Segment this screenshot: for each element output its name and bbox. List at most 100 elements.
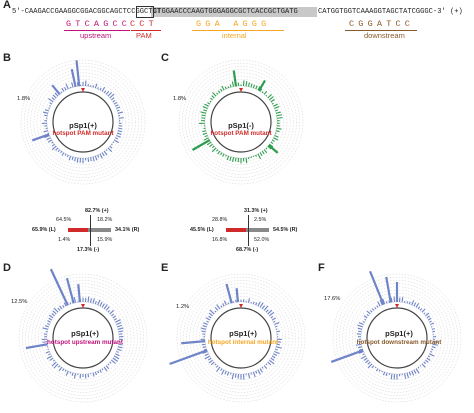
peak xyxy=(261,150,265,155)
ring xyxy=(34,289,132,387)
peak xyxy=(431,346,436,349)
peak xyxy=(430,350,433,353)
peak xyxy=(216,149,219,152)
ring xyxy=(30,69,136,175)
peak xyxy=(117,111,123,114)
peak xyxy=(51,141,54,144)
peak xyxy=(385,301,388,304)
plasmid-circle xyxy=(210,307,272,369)
peak xyxy=(103,304,108,310)
peak xyxy=(216,304,221,310)
ring xyxy=(41,296,125,380)
peak xyxy=(208,315,212,319)
peak xyxy=(274,322,280,326)
peak xyxy=(99,153,103,159)
ring xyxy=(195,292,287,384)
peak xyxy=(362,320,365,323)
peak xyxy=(116,322,122,326)
peak xyxy=(212,92,217,97)
peak xyxy=(113,318,117,321)
peak xyxy=(271,355,276,359)
peak xyxy=(209,100,212,103)
peak xyxy=(270,98,275,103)
peak xyxy=(208,357,212,361)
peak xyxy=(259,302,264,308)
major-peak xyxy=(369,270,385,306)
peak xyxy=(71,82,74,88)
ring xyxy=(189,286,293,390)
peak xyxy=(382,371,386,376)
summary-b-upper-left: 64.5% xyxy=(56,217,72,223)
peak xyxy=(74,157,77,162)
peak xyxy=(255,302,258,306)
peak xyxy=(271,139,275,142)
peak xyxy=(426,357,431,361)
peak xyxy=(429,353,435,357)
peak xyxy=(103,90,107,94)
peak xyxy=(43,130,49,133)
peak xyxy=(65,83,69,90)
summary-b-left: 65.9% (L) xyxy=(32,227,56,233)
major-peak xyxy=(385,276,392,303)
peak xyxy=(206,320,209,323)
peak xyxy=(234,373,237,378)
peak xyxy=(210,361,215,366)
summary-c-upper-right: 2.5% xyxy=(254,217,267,223)
peak xyxy=(357,324,363,328)
peak xyxy=(276,330,281,333)
peak xyxy=(94,155,98,161)
peak xyxy=(208,312,213,317)
peak xyxy=(269,96,274,101)
peak xyxy=(401,297,404,303)
peak xyxy=(71,156,74,160)
peak xyxy=(202,350,208,354)
motif-downstream-letters: CGGATCC xyxy=(349,19,415,29)
plot-subtitle-d: hotspot upstream mutant xyxy=(47,339,123,346)
ring xyxy=(31,286,135,390)
peak xyxy=(211,147,217,153)
peak xyxy=(51,145,57,151)
peak xyxy=(406,372,410,379)
circular-plot-d xyxy=(18,268,148,403)
peak xyxy=(203,109,207,112)
peak xyxy=(214,306,219,311)
peak xyxy=(269,359,275,365)
peak xyxy=(259,88,263,92)
peak xyxy=(255,370,258,374)
peak xyxy=(111,143,113,146)
peak xyxy=(94,301,97,305)
peak xyxy=(224,370,227,375)
peak xyxy=(358,348,363,351)
peak xyxy=(118,127,123,130)
peak xyxy=(220,368,223,371)
peak xyxy=(408,371,412,376)
major-peak xyxy=(330,349,364,363)
peak xyxy=(202,325,207,328)
peak xyxy=(201,343,206,346)
summary-b-upper-right: 18.2% xyxy=(97,217,113,223)
peak xyxy=(265,363,268,366)
peak xyxy=(202,132,207,135)
peak xyxy=(53,307,59,313)
major-peak xyxy=(70,68,77,88)
peak xyxy=(76,82,79,87)
peak xyxy=(257,153,262,160)
peak xyxy=(68,155,72,161)
peak xyxy=(76,157,79,163)
peak xyxy=(209,143,213,148)
peak-percent-b: 1.8% xyxy=(17,96,31,102)
peak xyxy=(273,353,278,356)
peak xyxy=(267,361,272,366)
peak-percent-c: 1.8% xyxy=(173,96,187,102)
sequence-shade xyxy=(151,7,317,17)
motif-internal-line xyxy=(192,30,284,31)
peak xyxy=(275,111,281,114)
ring xyxy=(39,78,127,166)
peak xyxy=(200,111,207,114)
peak xyxy=(61,87,65,92)
circular-plot-content xyxy=(18,268,148,403)
peak xyxy=(214,310,217,313)
peak xyxy=(403,373,407,379)
peak xyxy=(47,139,53,143)
peak xyxy=(376,305,379,308)
